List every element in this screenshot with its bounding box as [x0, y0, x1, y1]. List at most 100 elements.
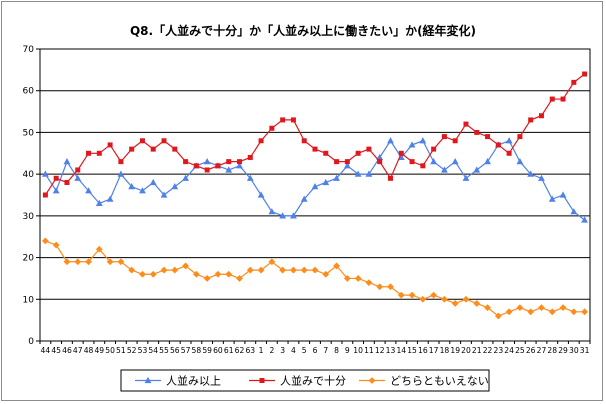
legend-label: 人並み以上 [166, 374, 221, 388]
data-point [397, 291, 405, 299]
x-tick-label: 25 [515, 346, 525, 355]
y-tick-label: 40 [23, 170, 35, 180]
y-tick-labels: 0 10 20 30 40 50 60 70 [23, 45, 35, 347]
data-point [516, 304, 524, 312]
x-tick-label: 8 [334, 346, 339, 355]
data-point [85, 258, 92, 266]
data-point [41, 170, 49, 177]
x-tick-label: 30 [569, 346, 579, 355]
data-point [517, 134, 523, 140]
data-point [548, 308, 556, 316]
data-point [376, 283, 384, 291]
data-point [269, 125, 275, 131]
data-point [581, 216, 589, 223]
data-point [268, 208, 276, 215]
data-point [398, 150, 404, 156]
data-point [462, 295, 470, 303]
legend-marker [144, 376, 152, 384]
data-point [354, 275, 362, 282]
data-point [42, 192, 48, 198]
y-tick-label: 20 [23, 254, 35, 264]
data-point [473, 166, 481, 173]
data-point [290, 117, 296, 123]
data-point [538, 304, 545, 312]
data-point [182, 262, 189, 270]
data-point [505, 308, 513, 316]
data-point [86, 150, 92, 156]
data-point [237, 159, 243, 165]
data-point [376, 153, 384, 161]
data-point [538, 113, 544, 119]
data-point [290, 266, 297, 274]
data-point [290, 212, 297, 219]
data-point [355, 150, 361, 156]
data-point [559, 304, 567, 312]
data-point [441, 295, 448, 303]
plot-area [39, 48, 591, 342]
data-point [172, 146, 178, 152]
data-point [171, 183, 179, 190]
x-tick-label: 60 [213, 346, 223, 355]
y-tick-label: 60 [23, 87, 35, 97]
data-point [365, 279, 373, 286]
data-point [279, 212, 287, 219]
data-point [473, 300, 481, 307]
data-point [129, 146, 135, 152]
data-point [246, 266, 254, 274]
data-point [463, 121, 469, 127]
data-point [462, 174, 470, 181]
data-point [226, 159, 232, 165]
data-point [430, 158, 438, 165]
x-tick-label: 59 [202, 346, 212, 355]
data-point [160, 191, 168, 198]
data-point [452, 138, 458, 144]
data-point [63, 258, 71, 266]
data-point [343, 162, 351, 169]
data-point [484, 304, 491, 312]
data-point [366, 146, 372, 152]
data-point [474, 129, 480, 135]
data-point [193, 163, 199, 169]
x-tick-label: 51 [116, 346, 126, 355]
axes [36, 48, 591, 344]
data-point [300, 266, 308, 274]
legend-box [120, 369, 490, 392]
data-point [268, 258, 276, 266]
data-point [505, 137, 513, 144]
data-point [85, 187, 92, 194]
data-point [203, 275, 211, 282]
data-point [343, 275, 351, 282]
x-tick-label: 62 [235, 346, 245, 355]
data-point [516, 158, 524, 165]
data-point [387, 175, 393, 181]
x-tick-label: 12 [375, 346, 385, 355]
data-point [192, 270, 200, 278]
data-point [333, 174, 340, 181]
data-point [322, 178, 330, 186]
data-point [258, 138, 264, 144]
x-tick-label: 19 [450, 346, 460, 355]
data-point [117, 170, 125, 177]
data-point [95, 199, 103, 206]
x-tick-label: 5 [302, 346, 307, 355]
x-tick-label: 49 [94, 346, 104, 355]
data-point [149, 178, 157, 186]
x-tick-label: 23 [493, 346, 503, 355]
x-tick-label: 11 [364, 346, 374, 355]
x-tick-label: 56 [170, 346, 180, 355]
data-point [560, 96, 566, 102]
data-point [559, 191, 567, 198]
x-tick-label: 3 [280, 346, 285, 355]
data-point [494, 312, 502, 320]
x-tick-label: 50 [105, 346, 115, 355]
data-point [214, 270, 222, 278]
data-point [538, 174, 545, 181]
data-point [420, 163, 426, 169]
data-point [582, 71, 588, 77]
data-point [280, 117, 286, 123]
x-tick-label: 2 [269, 346, 274, 355]
y-tick-label: 0 [28, 337, 34, 347]
data-point [527, 170, 535, 177]
legend-label: どちらともいえない [390, 375, 489, 388]
